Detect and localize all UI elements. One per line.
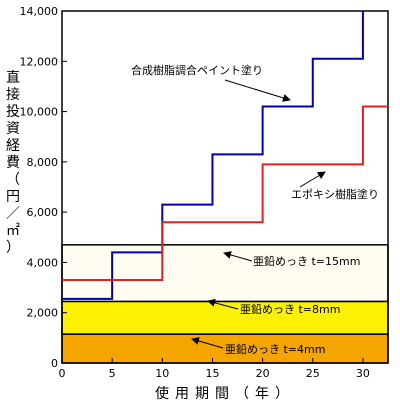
y-axis-label-char: 費 xyxy=(6,155,20,171)
x-tick-label: 5 xyxy=(109,367,116,380)
y-axis-label-char: ㎡ xyxy=(6,223,20,239)
y-axis-label-char: 経 xyxy=(6,138,20,154)
y-tick-label: 12,000 xyxy=(20,55,59,68)
y-axis-label-char: 円 xyxy=(6,189,20,205)
y-axis-label-char: 直 xyxy=(6,70,20,86)
x-tick-label: 30 xyxy=(356,367,370,380)
x-axis-label: 使用期間（年） xyxy=(155,386,295,402)
series-label-epoxy-arrow xyxy=(299,171,326,188)
x-tick-label: 15 xyxy=(205,367,219,380)
y-tick-label: 10,000 xyxy=(20,106,59,119)
series-label-paint-arrow xyxy=(224,79,291,102)
band-label-8mm: 亜鉛めっき t=8mm xyxy=(240,302,340,316)
y-tick-label: 6,000 xyxy=(27,206,59,219)
y-axis-label-char: 接 xyxy=(6,87,20,103)
band-1 xyxy=(61,300,389,335)
x-tick-label: 10 xyxy=(155,367,169,380)
y-axis-label: 直接投資経費（円／㎡） xyxy=(2,70,24,257)
y-axis-label-char: ／ xyxy=(6,206,20,222)
y-axis-label-char: 資 xyxy=(6,121,20,137)
band-label-4mm: 亜鉛めっき t=4mm xyxy=(225,342,325,356)
y-axis-label-char: 投 xyxy=(6,104,20,120)
x-tick-label: 20 xyxy=(256,367,270,380)
band-label-15mm: 亜鉛めっき t=15mm xyxy=(253,254,360,268)
series-line-1 xyxy=(62,105,388,282)
series-label-paint: 合成樹脂調合ペイント塗り xyxy=(131,63,263,77)
y-tick-label: 4,000 xyxy=(27,256,59,269)
x-tick-label: 25 xyxy=(306,367,320,380)
y-tick-label: 8,000 xyxy=(27,156,59,169)
band-label-8mm-arrow xyxy=(207,298,239,310)
y-tick-label: 0 xyxy=(51,357,58,370)
series-line-0 xyxy=(62,11,364,300)
series-label-epoxy: エポキシ樹脂塗り xyxy=(291,187,379,201)
plot-frame xyxy=(61,10,389,364)
x-tick-label: 0 xyxy=(59,367,66,380)
y-tick-label: 2,000 xyxy=(27,307,59,320)
band-label-15mm-arrow xyxy=(223,251,253,262)
y-axis-label-char: ） xyxy=(6,240,20,256)
y-axis-label-char: （ xyxy=(6,172,20,188)
y-tick-label: 14,000 xyxy=(20,5,59,18)
band-label-4mm-arrow xyxy=(191,337,224,349)
